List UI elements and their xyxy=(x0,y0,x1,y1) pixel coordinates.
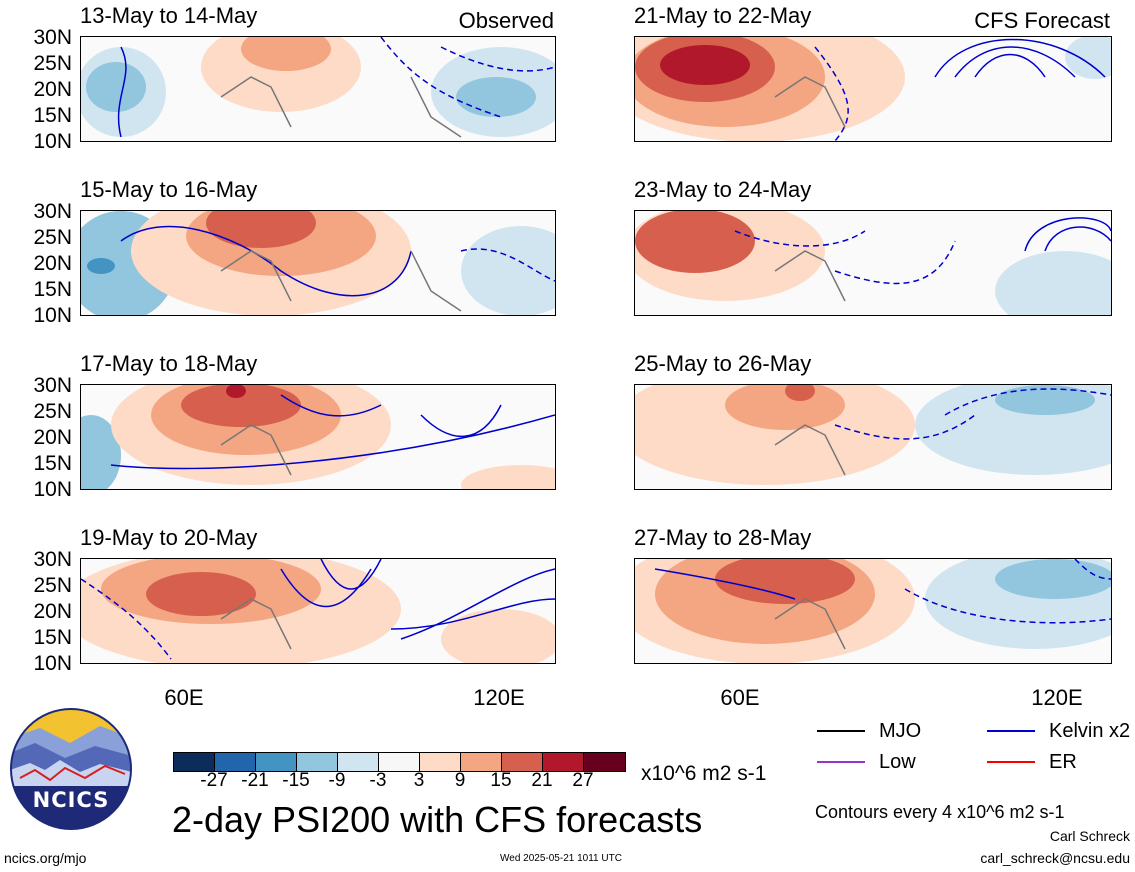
map-panel-8 xyxy=(634,558,1112,664)
colorbar-tick-label: 21 xyxy=(531,770,553,791)
legend-kelvin-line xyxy=(987,730,1035,732)
colorbar-swatch xyxy=(338,753,379,771)
contours-note: Contours every 4 x10^6 m2 s-1 xyxy=(815,802,1065,822)
panel-title-3: 17-May to 18-May xyxy=(80,351,258,376)
lat-label-10n: 10N xyxy=(33,130,72,153)
colorbar-swatch xyxy=(584,753,625,771)
legend-mjo-label: MJO xyxy=(879,720,922,742)
legend-kelvin-label: Kelvin x2 xyxy=(1049,720,1131,742)
lat-label-25n: 25N xyxy=(33,574,72,597)
legend-mjo-line xyxy=(817,730,865,732)
map-panel-1 xyxy=(80,36,556,142)
colorbar-swatch xyxy=(174,753,215,771)
ncics-logo: NCICS xyxy=(10,708,132,830)
colorbar xyxy=(173,752,626,772)
colorbar-tick-label: -15 xyxy=(282,770,310,791)
lat-label-15n: 15N xyxy=(33,626,72,649)
lat-label-10n: 10N xyxy=(33,304,72,327)
colorbar-tick-label: -9 xyxy=(328,770,346,791)
lat-label-15n: 15N xyxy=(33,278,72,301)
panel-title-5: 21-May to 22-May xyxy=(634,3,812,28)
observed-tag: Observed xyxy=(458,8,554,33)
logo-text: NCICS xyxy=(32,788,110,812)
panel-title-2: 15-May to 16-May xyxy=(80,177,258,202)
lat-label-20n: 20N xyxy=(33,600,72,623)
lat-label-20n: 20N xyxy=(33,426,72,449)
lat-label-15n: 15N xyxy=(33,104,72,127)
panel-title-8: 27-May to 28-May xyxy=(634,525,812,550)
map-panel-2 xyxy=(80,210,556,316)
lat-label-25n: 25N xyxy=(33,52,72,75)
lat-label-20n: 20N xyxy=(33,78,72,101)
credit-email: carl_schreck@ncsu.edu xyxy=(980,850,1130,866)
map-panel-5 xyxy=(634,36,1112,142)
lon-label-60e: 60E xyxy=(720,685,760,710)
map-panel-3 xyxy=(80,384,556,490)
colorbar-tick-label: 9 xyxy=(454,770,466,791)
legend-low-line xyxy=(817,761,865,763)
lon-label-120e: 120E xyxy=(1031,685,1083,710)
legend-kelvin: Kelvin x2 xyxy=(987,720,1130,742)
colorbar-swatch xyxy=(256,753,297,771)
colorbar-swatch xyxy=(215,753,256,771)
colorbar-tick-label: -21 xyxy=(241,770,269,791)
lat-label-10n: 10N xyxy=(33,478,72,501)
lat-label-15n: 15N xyxy=(33,452,72,475)
map-panel-4 xyxy=(80,558,556,664)
lat-label-30n: 30N xyxy=(33,26,72,49)
legend-mjo: MJO xyxy=(817,720,921,742)
legend-er: ER xyxy=(987,751,1077,773)
lat-label-30n: 30N xyxy=(33,548,72,571)
panel-title-1: 13-May to 14-May xyxy=(80,3,258,28)
panel-title-6: 23-May to 24-May xyxy=(634,177,812,202)
colorbar-swatch xyxy=(420,753,461,771)
colorbar-tick-label: 15 xyxy=(490,770,512,791)
lat-label-10n: 10N xyxy=(33,652,72,675)
legend-er-line xyxy=(987,761,1035,763)
colorbar-swatch xyxy=(297,753,338,771)
colorbar-tick-label: 27 xyxy=(572,770,594,791)
colorbar-tick-label: -27 xyxy=(200,770,228,791)
colorbar-swatch xyxy=(379,753,420,771)
lat-label-30n: 30N xyxy=(33,374,72,397)
map-panel-7 xyxy=(634,384,1112,490)
credit-name: Carl Schreck xyxy=(1049,828,1130,844)
footer-timestamp: Wed 2025-05-21 1011 UTC xyxy=(500,853,622,864)
panel-title-4: 19-May to 20-May xyxy=(80,525,258,550)
lon-label-120e: 120E xyxy=(473,685,525,710)
main-title: 2-day PSI200 with CFS forecasts xyxy=(172,799,703,840)
lat-label-25n: 25N xyxy=(33,226,72,249)
lon-label-60e: 60E xyxy=(164,685,204,710)
colorbar-swatch xyxy=(461,753,502,771)
colorbar-units: x10^6 m2 s-1 xyxy=(641,762,767,785)
forecast-tag: CFS Forecast xyxy=(974,8,1110,33)
map-panel-6 xyxy=(634,210,1112,316)
colorbar-tick-label: -3 xyxy=(369,770,387,791)
legend-er-label: ER xyxy=(1049,751,1077,773)
colorbar-tick-label: 3 xyxy=(413,770,425,791)
lat-label-30n: 30N xyxy=(33,200,72,223)
footer-url[interactable]: ncics.org/mjo xyxy=(4,850,87,866)
legend-low: Low xyxy=(817,751,916,773)
panel-title-7: 25-May to 26-May xyxy=(634,351,812,376)
lat-label-25n: 25N xyxy=(33,400,72,423)
colorbar-swatch xyxy=(543,753,584,771)
lat-label-20n: 20N xyxy=(33,252,72,275)
legend-low-label: Low xyxy=(879,751,916,773)
colorbar-swatch xyxy=(502,753,543,771)
